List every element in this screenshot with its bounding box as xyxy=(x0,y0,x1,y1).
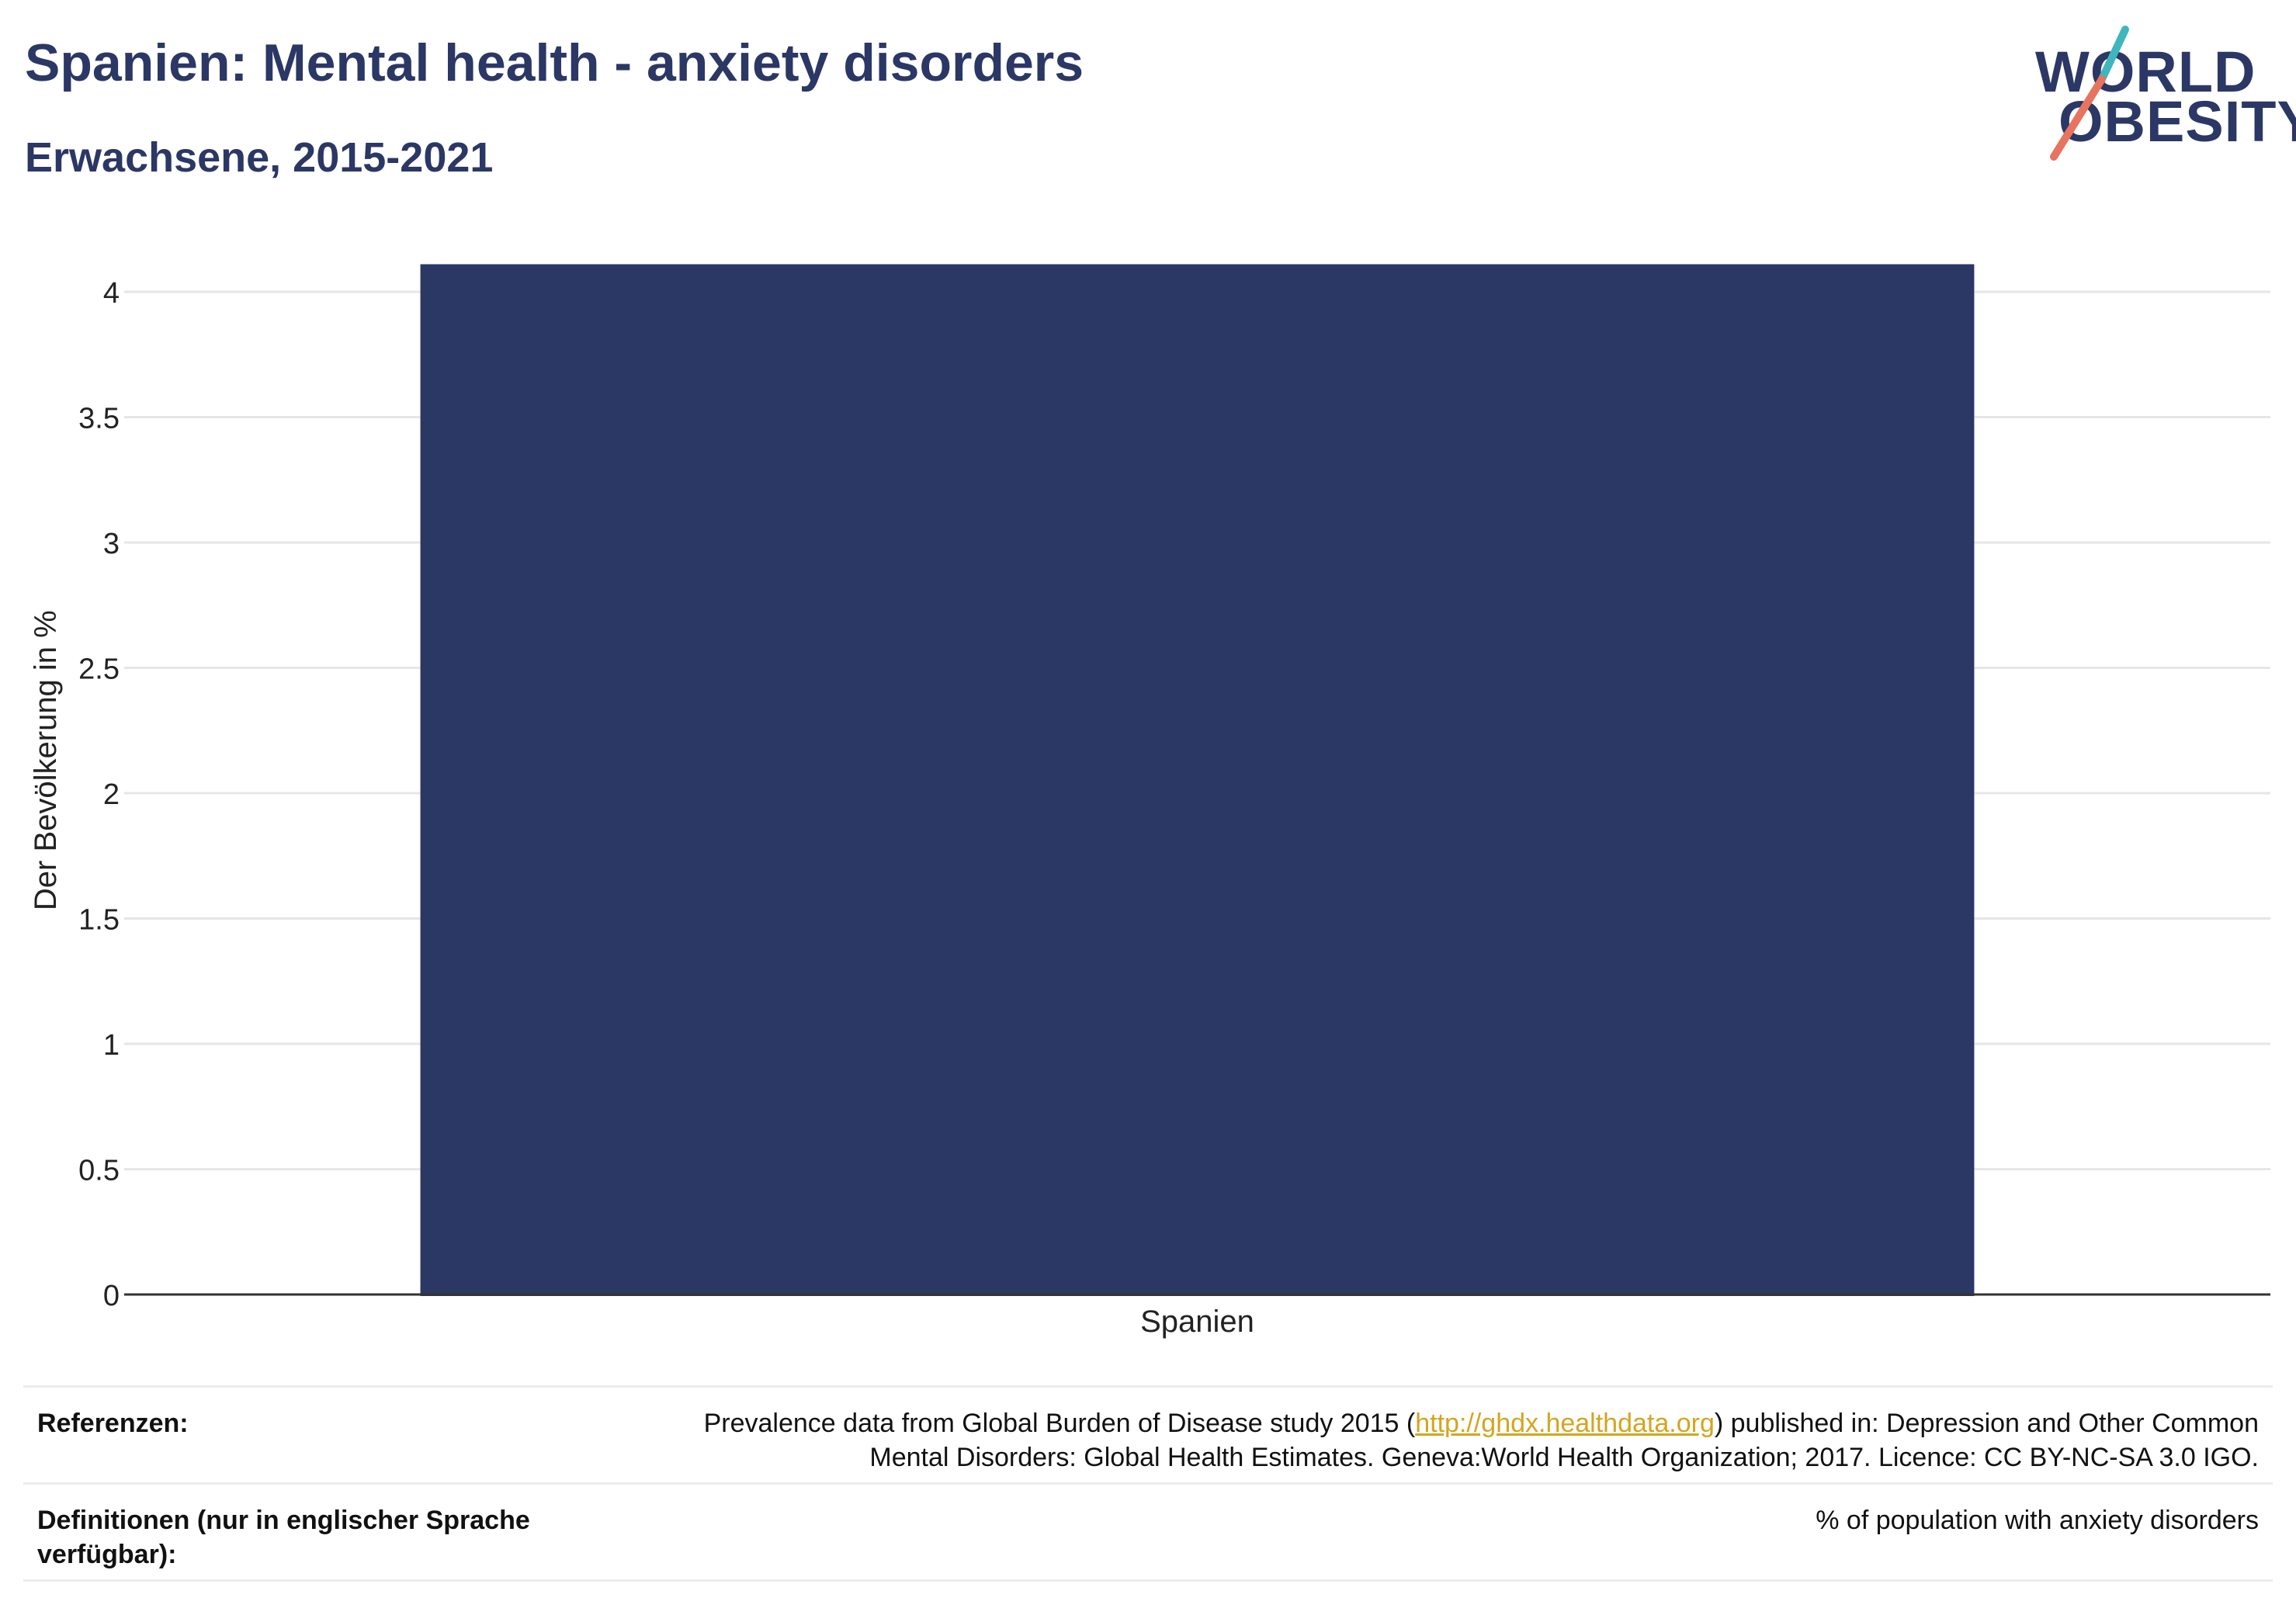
x-tick-label: Spanien xyxy=(1140,1305,1254,1339)
chart-subtitle: Erwachsene, 2015-2021 xyxy=(25,134,494,181)
references-text-start: Prevalence data from Global Burden of Di… xyxy=(703,1409,1416,1438)
references-label: Referenzen: xyxy=(37,1409,189,1438)
definitions-text: % of population with anxiety disorders xyxy=(1816,1506,2259,1535)
references-text-line2: Mental Disorders: Global Health Estimate… xyxy=(869,1443,2259,1472)
divider xyxy=(23,1579,2273,1582)
ghdx-link[interactable]: http://ghdx.healthdata.org xyxy=(1415,1409,1715,1438)
divider xyxy=(23,1385,2273,1388)
y-tick-label: 1 xyxy=(103,1029,120,1062)
y-tick-label: 0 xyxy=(103,1280,120,1312)
references-row: Referenzen: Prevalence data from Global … xyxy=(23,1388,2273,1482)
references-text-end: ) published in: Depression and Other Com… xyxy=(1714,1409,2259,1438)
y-tick-label: 4 xyxy=(103,277,120,310)
definitions-label: Definitionen (nur in englischer Sprache … xyxy=(37,1506,530,1569)
bars xyxy=(420,264,1975,1297)
y-tick-label: 2.5 xyxy=(78,653,120,686)
y-tick-label: 0.5 xyxy=(78,1155,120,1187)
bar-chart: 0 0.5 1 1.5 2 2.5 3 3.5 4 Spanien Der Bevölkerun… xyxy=(29,264,2270,1339)
definitions-row: Definitionen (nur in englischer Sprache … xyxy=(23,1485,2273,1579)
references-section: Referenzen: Prevalence data from Global … xyxy=(23,1385,2273,1582)
logo-word-obesity: OBESITY xyxy=(2058,89,2296,154)
y-tick-label: 2 xyxy=(103,778,120,811)
y-tick-label: 3.5 xyxy=(78,403,120,435)
chart-title: Spanien: Mental health - anxiety disorde… xyxy=(25,33,1084,92)
bar-spanien[interactable] xyxy=(420,264,1975,1297)
world-obesity-logo: WORLD OBESITY xyxy=(2026,23,2296,163)
y-axis-label: Der Bevölkerung in % xyxy=(29,610,63,910)
logo-word-world: WORLD xyxy=(2035,40,2256,104)
y-tick-label: 1.5 xyxy=(78,904,120,937)
divider xyxy=(23,1482,2273,1485)
logo-slash-icon xyxy=(2050,26,2129,161)
y-tick-label: 3 xyxy=(103,528,120,560)
y-tick-labels: 0 0.5 1 1.5 2 2.5 3 3.5 4 xyxy=(78,277,120,1312)
references-text: Prevalence data from Global Burden of Di… xyxy=(668,1406,2259,1475)
x-tick-labels: Spanien xyxy=(1140,1305,1254,1339)
